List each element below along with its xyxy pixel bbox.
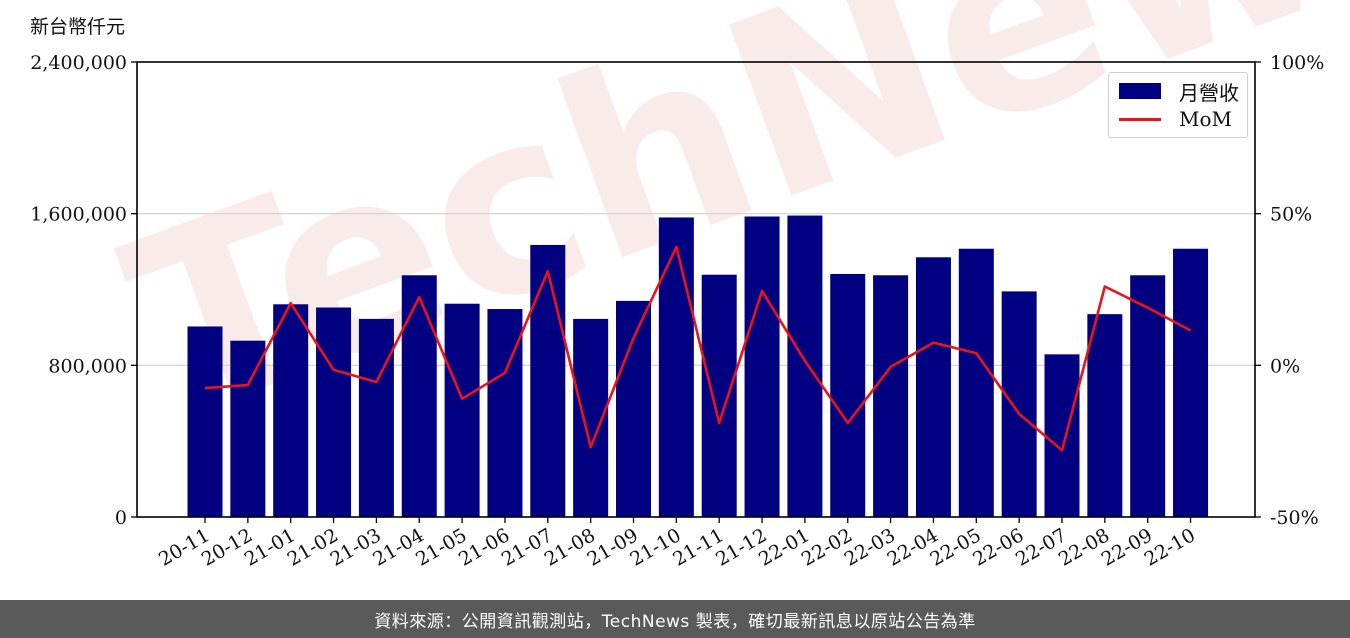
bar-22-05 (958, 248, 994, 518)
left-tick-label: 1,600,000 (30, 204, 127, 226)
left-axis-ticks: 0 800,000 1,600,000 2,400,000 (30, 52, 137, 529)
legend-item-revenue: 月營收 (1119, 79, 1239, 105)
bar-21-02 (316, 307, 352, 517)
axes (136, 61, 1256, 518)
bar-22-10 (1173, 248, 1209, 518)
source-footer: 資料來源：公開資訊觀測站，TechNews 製表，確切最新訊息以原站公告為準 (0, 600, 1350, 638)
bar-21-06 (487, 309, 523, 517)
right-tick-label: 50% (1270, 204, 1312, 226)
bar-21-09 (616, 300, 651, 517)
x-axis-ticks: 20-1120-1221-0121-0221-0321-0421-0521-06… (155, 517, 1199, 571)
mom-series (204, 245, 1192, 452)
legend-swatch-mom (1119, 117, 1161, 121)
bar-22-07 (1044, 354, 1080, 517)
legend-item-mom: MoM (1119, 107, 1232, 131)
bar-21-03 (358, 318, 394, 517)
legend-swatch-revenue (1119, 83, 1161, 99)
legend-label-revenue: 月營收 (1179, 80, 1239, 105)
plot-frame (136, 61, 1256, 518)
bar-22-09 (1130, 275, 1166, 517)
right-tick-label: 100% (1270, 52, 1324, 74)
chart-area: TechNews 0 800,000 1,600,000 2,400,000 -50%… (30, 0, 1350, 571)
legend: 月營收 MoM (1108, 72, 1248, 138)
right-tick-label: -50% (1270, 507, 1319, 529)
bar-21-11 (701, 274, 737, 517)
source-text: 資料來源：公開資訊觀測站，TechNews 製表，確切最新訊息以原站公告為準 (374, 611, 976, 632)
bar-series (187, 215, 1209, 518)
mom-line (204, 245, 1192, 452)
bar-21-07 (530, 244, 566, 517)
bar-21-12 (744, 216, 780, 517)
bar-22-06 (1001, 291, 1037, 517)
left-tick-label: 0 (115, 507, 127, 529)
bar-22-01 (787, 215, 823, 517)
bar-20-12 (230, 340, 266, 517)
bar-20-11 (187, 326, 223, 517)
bar-22-04 (915, 257, 951, 517)
bar-21-10 (658, 217, 694, 518)
y-axis-unit-label: 新台幣仟元 (30, 16, 126, 38)
left-tick-label: 2,400,000 (30, 52, 127, 74)
bar-21-05 (444, 303, 480, 517)
right-tick-label: 0% (1270, 355, 1300, 377)
bar-22-08 (1087, 314, 1123, 517)
left-tick-label: 800,000 (48, 355, 127, 377)
bar-22-02 (830, 273, 866, 517)
bar-22-03 (873, 275, 909, 517)
legend-label-mom: MoM (1179, 107, 1232, 131)
x-tick-label-22-10: 22-10 (1141, 524, 1199, 570)
right-axis-ticks: -50% 0% 50% 100% (1255, 52, 1324, 529)
bar-21-01 (273, 304, 309, 517)
bar-21-04 (401, 275, 437, 517)
